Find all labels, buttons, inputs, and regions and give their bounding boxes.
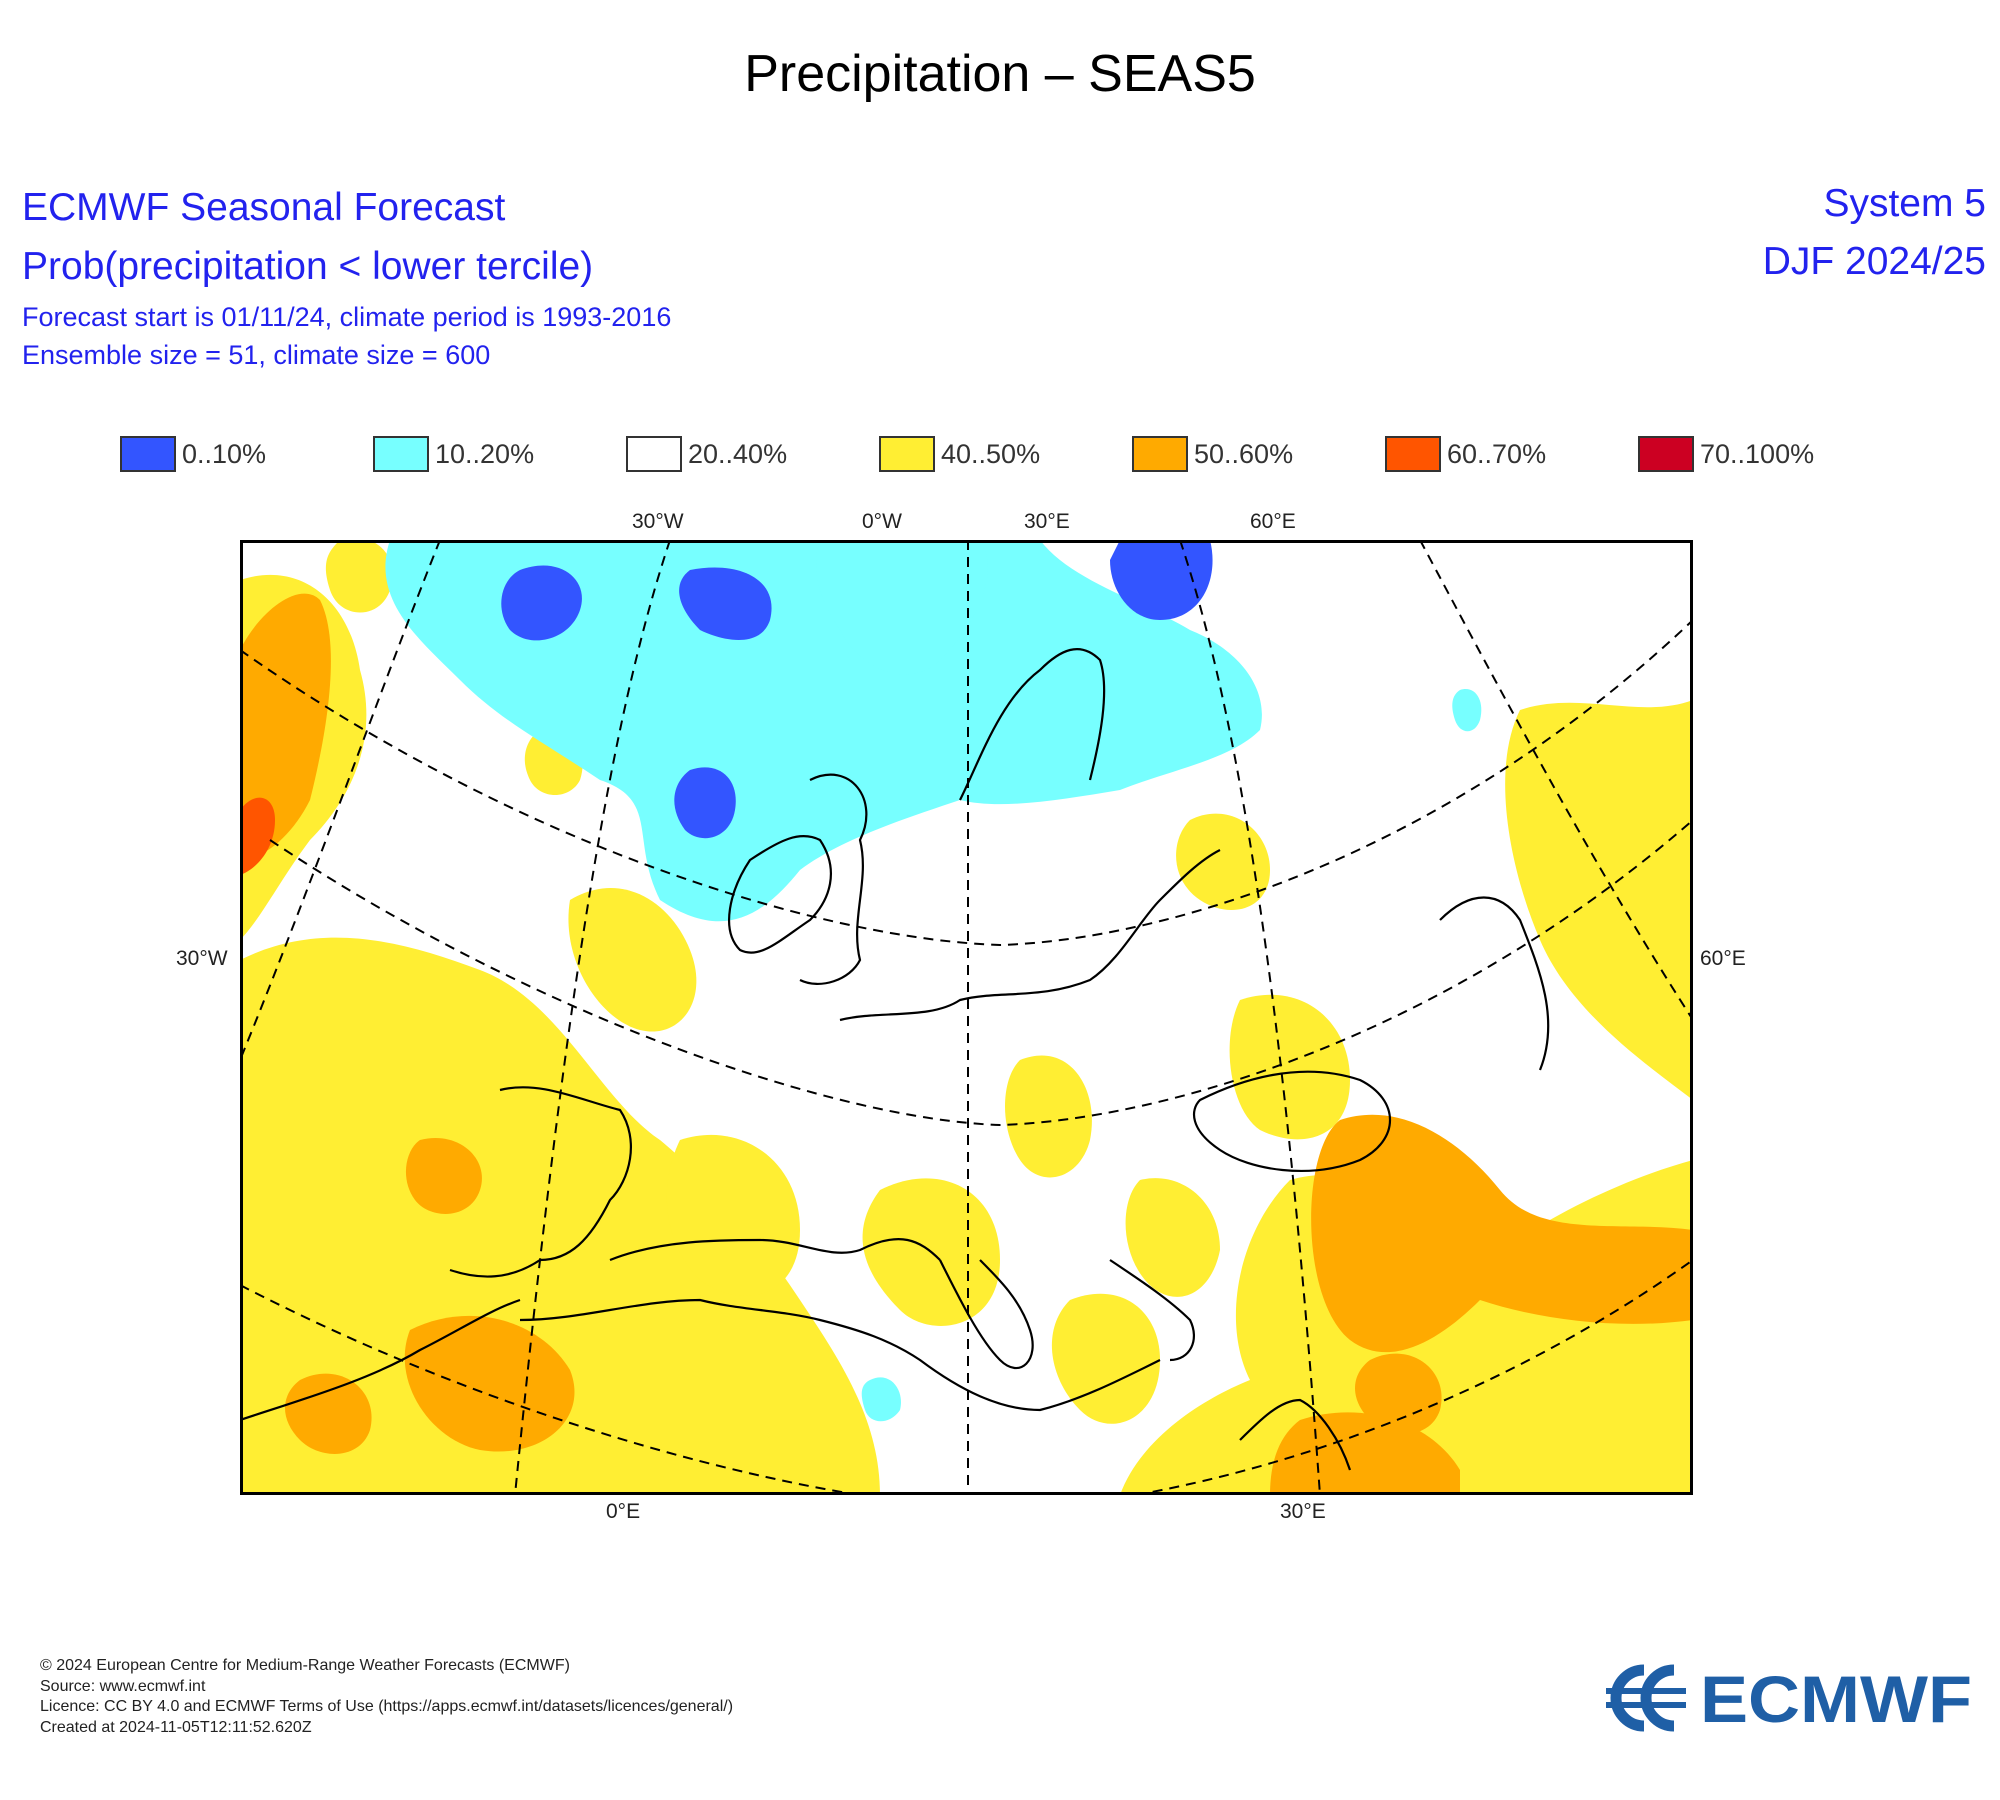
map-frame <box>240 540 1693 1495</box>
legend-item: 70..100% <box>1638 432 1814 476</box>
legend-swatch <box>120 436 176 472</box>
legend-item: 20..40% <box>626 432 787 476</box>
legend-item: 10..20% <box>373 432 534 476</box>
graticule <box>240 540 1693 1495</box>
ecmwf-logo-mark <box>1606 1664 1686 1732</box>
forecast-variable: Prob(precipitation < lower tercile) <box>22 245 594 288</box>
source-text: Source: www.ecmwf.int <box>40 1677 206 1695</box>
map-fields <box>240 540 1693 1495</box>
legend-label: 60..70% <box>1447 438 1547 469</box>
legend-label: 10..20% <box>435 438 535 469</box>
lon-label-top: 30°W <box>632 510 684 533</box>
legend-label: 40..50% <box>941 438 1041 469</box>
lat-label-right: 60°E <box>1700 947 1746 970</box>
coastlines <box>240 648 1550 1471</box>
map-canvas <box>240 540 1693 1495</box>
lat-label-left: 30°W <box>176 947 228 970</box>
legend-label: 20..40% <box>688 438 788 469</box>
legend-item: 60..70% <box>1385 432 1546 476</box>
lon-label-bottom: 0°E <box>606 1500 641 1523</box>
legend-swatch <box>1132 436 1188 472</box>
legend-item: 40..50% <box>879 432 1040 476</box>
ecmwf-logo-image: ECMWF <box>1606 1662 1972 1736</box>
lon-label-top: 30°E <box>1024 510 1070 533</box>
lon-label-top: 0°W <box>862 510 902 533</box>
season-label: DJF 2024/25 <box>1762 240 1986 283</box>
legend-swatch <box>373 436 429 472</box>
forecast-title: ECMWF Seasonal Forecast <box>22 186 506 229</box>
probability-map <box>240 540 1693 1495</box>
legend: 0..10% 10..20% 20..40% 40..50% 50..60% 6… <box>120 432 1860 476</box>
ensemble-info: Ensemble size = 51, climate size = 600 <box>22 340 491 370</box>
legend-swatch <box>1385 436 1441 472</box>
ecmwf-logo-text: ECMWF <box>1700 1664 1972 1732</box>
legend-swatch <box>1638 436 1694 472</box>
footer: © 2024 European Centre for Medium-Range … <box>40 1656 733 1738</box>
legend-item: 0..10% <box>120 432 266 476</box>
legend-label: 70..100% <box>1700 438 1815 469</box>
legend-swatch <box>879 436 935 472</box>
system-label: System 5 <box>1823 182 1986 225</box>
forecast-start-info: Forecast start is 01/11/24, climate peri… <box>22 302 672 332</box>
legend-swatch <box>626 436 682 472</box>
legend-label: 0..10% <box>182 438 267 469</box>
copyright-text: © 2024 European Centre for Medium-Range … <box>40 1657 570 1674</box>
lon-label-top: 60°E <box>1250 510 1296 533</box>
lon-label-bottom: 30°E <box>1280 1500 1326 1523</box>
page-title: Precipitation – SEAS5 <box>744 45 1256 103</box>
created-text: Created at 2024-11-05T12:11:52.620Z <box>40 1718 312 1736</box>
legend-label: 50..60% <box>1194 438 1294 469</box>
ecmwf-logo: ECMWF <box>1598 1662 1976 1736</box>
licence-text: Licence: CC BY 4.0 and ECMWF Terms of Us… <box>40 1698 734 1715</box>
legend-item: 50..60% <box>1132 432 1293 476</box>
